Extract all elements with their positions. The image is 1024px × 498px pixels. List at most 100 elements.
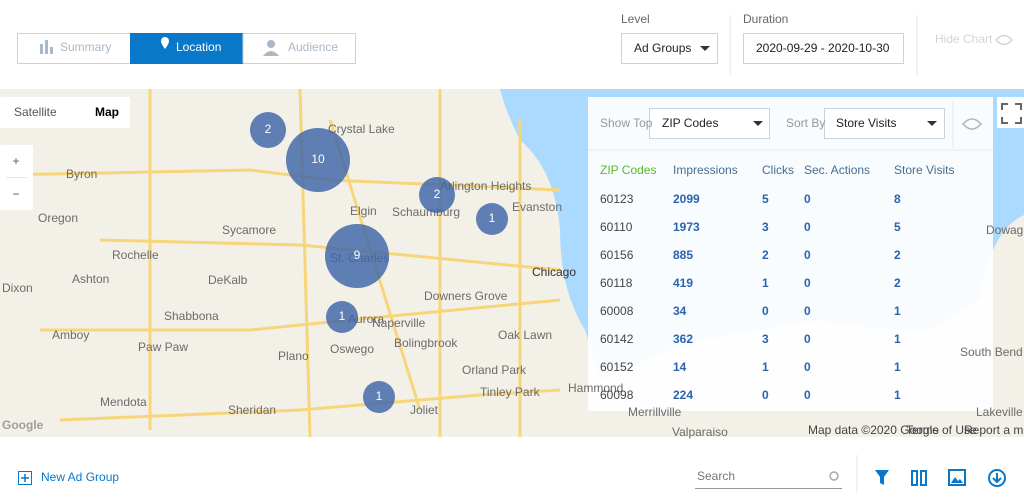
search-icon <box>829 471 839 481</box>
level-dropdown[interactable] <box>621 33 718 64</box>
table-cell: 60152 <box>600 360 634 374</box>
map-type: Map <box>95 105 119 119</box>
table-cell: 0 <box>804 332 811 346</box>
place-label: Bolingbrook <box>394 336 458 350</box>
table-cell: 362 <box>673 332 693 346</box>
place-label: Sheridan <box>228 403 276 417</box>
table-cell: 0 <box>762 388 769 402</box>
new-ad-group: New Ad Group <box>41 470 119 484</box>
image-icon[interactable] <box>948 469 966 486</box>
place-label: Dixon <box>2 281 33 295</box>
table-cell: 1 <box>894 304 901 318</box>
caret <box>753 121 763 126</box>
tab-active[interactable] <box>130 33 243 64</box>
cluster-count: 1 <box>376 389 383 403</box>
hide-chart-icon <box>994 34 1014 46</box>
cluster[interactable] <box>326 301 358 333</box>
cluster-count: 2 <box>265 122 272 136</box>
table-cell: 2 <box>762 248 769 262</box>
table-cell: 0 <box>804 248 811 262</box>
caret <box>700 46 710 51</box>
caret <box>927 121 937 126</box>
place-label: Sycamore <box>222 223 276 237</box>
table-cell: 34 <box>673 304 687 318</box>
table-cell: 2 <box>894 248 901 262</box>
table-cell: 8 <box>894 192 901 206</box>
sort-by-dropdown[interactable] <box>824 108 945 139</box>
place-label: Merrillville <box>628 405 682 419</box>
fullscreen-icon <box>1001 103 1022 124</box>
table-cell: 0 <box>804 360 811 374</box>
hide-icon[interactable] <box>961 118 983 130</box>
duration-value: 2020-09-29 - 2020-10-30 <box>756 41 890 55</box>
place-label: Plano <box>278 349 309 363</box>
table-cell: 1 <box>762 360 769 374</box>
table-cell: 14 <box>673 360 687 374</box>
place-label: Paw Paw <box>138 340 188 354</box>
add-icon[interactable] <box>18 471 32 485</box>
cluster-count: 1 <box>339 309 346 323</box>
place-label: Valparaiso <box>672 425 728 439</box>
table-header: Impressions <box>673 163 738 177</box>
icon-audience <box>263 40 279 56</box>
place-label: Elgin <box>350 204 377 218</box>
cluster[interactable] <box>286 128 350 192</box>
place-label: Tinley Park <box>480 385 541 399</box>
table-cell: 60123 <box>600 192 634 206</box>
table-cell: 3 <box>762 220 769 234</box>
place-label: Oswego <box>330 342 374 356</box>
download-icon[interactable] <box>988 469 1006 487</box>
tab-label: Audience <box>288 40 338 54</box>
table-header: Sec. Actions <box>804 163 870 177</box>
cluster[interactable] <box>419 177 455 213</box>
place-label: Mendota <box>100 395 147 409</box>
table-cell: 60156 <box>600 248 634 262</box>
place-label: South Bend <box>960 345 1023 359</box>
table-cell: 419 <box>673 276 693 290</box>
table-cell: 0 <box>804 220 811 234</box>
place-label: Oregon <box>38 211 78 225</box>
cluster[interactable] <box>363 381 395 413</box>
table-cell: 1973 <box>673 220 700 234</box>
table-cell: 0 <box>804 192 811 206</box>
table-cell: 885 <box>673 248 693 262</box>
zoom-in: + <box>12 154 19 168</box>
place-label: Dowagiac <box>986 223 1024 237</box>
cluster[interactable] <box>250 112 286 148</box>
table-cell: 0 <box>804 276 811 290</box>
place-label: Byron <box>66 167 97 181</box>
place-label: Lakeville <box>976 405 1023 419</box>
table-header: ZIP Codes <box>600 163 656 177</box>
table-cell: 0 <box>762 304 769 318</box>
table-cell: 3 <box>762 332 769 346</box>
place-label: Rochelle <box>112 248 159 262</box>
google-logo: Google <box>2 418 44 432</box>
map-type: Satellite <box>14 105 57 119</box>
tab-label: Location <box>176 40 221 54</box>
table-cell: 1 <box>894 332 901 346</box>
duration-label: Duration <box>743 12 788 26</box>
place-label: Chicago <box>532 265 576 279</box>
filter-icon[interactable] <box>875 470 889 485</box>
table-cell: 2099 <box>673 192 700 206</box>
columns-icon[interactable] <box>911 470 927 486</box>
table-cell: 60142 <box>600 332 634 346</box>
level-value: Ad Groups <box>634 41 691 55</box>
zoom-out: − <box>12 187 19 201</box>
place-label: Shabbona <box>164 309 219 323</box>
panel-value: ZIP Codes <box>662 116 718 130</box>
stats-panel <box>588 97 993 411</box>
cluster[interactable] <box>476 203 508 235</box>
show-top-dropdown[interactable] <box>649 108 770 139</box>
cluster[interactable] <box>325 224 389 288</box>
hide-chart: Hide Chart <box>935 32 993 46</box>
table-cell: 1 <box>762 276 769 290</box>
place-label: Downers Grove <box>424 289 508 303</box>
table-cell: 1 <box>894 360 901 374</box>
panel-label: Sort By <box>786 116 825 130</box>
add-plus <box>21 474 29 482</box>
duration-input[interactable] <box>743 33 904 64</box>
place-label: Joliet <box>410 403 439 417</box>
place-label: DeKalb <box>208 273 248 287</box>
